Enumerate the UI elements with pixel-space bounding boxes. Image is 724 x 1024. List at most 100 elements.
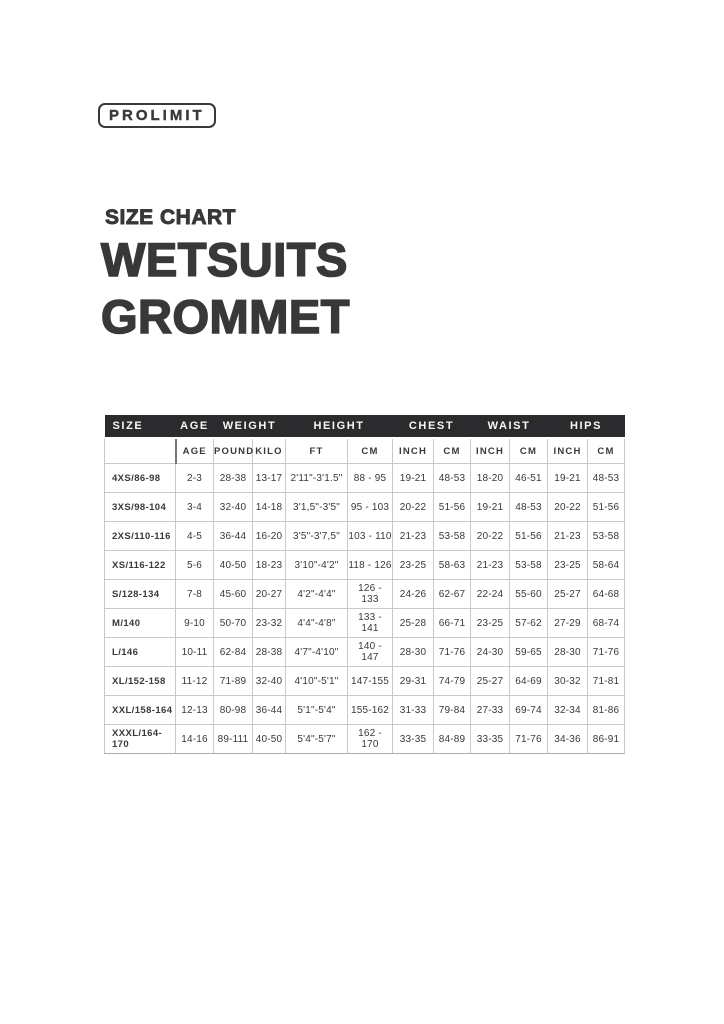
data-cell: 69-74 <box>509 695 549 725</box>
data-cell: 32-34 <box>547 695 589 725</box>
data-cell: 51-56 <box>433 492 472 522</box>
data-cell: 24-26 <box>392 579 435 609</box>
data-cell: 55-60 <box>509 579 549 609</box>
data-cell: 5'4"-5'7" <box>285 724 349 754</box>
data-cell: 71-81 <box>587 666 626 696</box>
sub-header-cm-7: CM <box>433 437 472 464</box>
data-cell: 20-27 <box>251 579 287 609</box>
data-cell: 25-28 <box>392 608 435 638</box>
data-cell: 20-22 <box>547 492 589 522</box>
data-cell: 62-84 <box>213 637 253 667</box>
data-cell: 86-91 <box>587 724 626 754</box>
table-row: 2XS/110-116 4-5 36-44 16-20 3'5"-3'7,5" 103 -… <box>104 521 626 551</box>
data-cell: 19-21 <box>547 463 589 493</box>
sub-header-pound-2: POUND <box>213 437 253 464</box>
data-cell: 12-13 <box>175 695 214 725</box>
data-cell: 18-23 <box>251 550 287 580</box>
data-cell: 57-62 <box>509 608 549 638</box>
sub-header-inch-10: INCH <box>547 437 589 464</box>
data-cell: 23-25 <box>470 608 511 638</box>
data-cell: 2-3 <box>175 463 214 493</box>
data-cell: 140 - 147 <box>347 637 394 667</box>
data-cell: 53-58 <box>587 521 626 551</box>
group-header-hips: HIPS <box>547 415 625 439</box>
data-cell: 48-53 <box>433 463 472 493</box>
data-cell: 84-89 <box>433 724 472 754</box>
data-cell: 19-21 <box>392 463 435 493</box>
data-cell: 30-32 <box>547 666 589 696</box>
size-cell: 3XS/98-104 <box>104 492 176 522</box>
data-cell: 31-33 <box>392 695 435 725</box>
data-cell: 48-53 <box>587 463 626 493</box>
data-cell: 21-23 <box>547 521 589 551</box>
table-row: 4XS/86-98 2-3 28-38 13-17 2'11"-3'1.5" 88 - 9… <box>104 463 626 493</box>
data-cell: 80-98 <box>213 695 253 725</box>
data-cell: 71-76 <box>509 724 549 754</box>
size-cell: XXL/158-164 <box>104 695 176 725</box>
data-cell: 22-24 <box>470 579 511 609</box>
data-cell: 133 - 141 <box>347 608 394 638</box>
data-cell: 28-38 <box>251 637 287 667</box>
sub-header-cm-5: CM <box>347 437 394 464</box>
title-line-grommet: GROMMET <box>100 289 350 344</box>
data-cell: 33-35 <box>470 724 511 754</box>
data-cell: 34-36 <box>547 724 589 754</box>
group-header-waist: WAIST <box>470 415 548 439</box>
data-cell: 50-70 <box>213 608 253 638</box>
sub-header-ft-4: FT <box>285 437 349 464</box>
data-cell: 53-58 <box>433 521 472 551</box>
size-cell: S/128-134 <box>104 579 176 609</box>
data-cell: 74-79 <box>433 666 472 696</box>
data-cell: 10-11 <box>175 637 214 667</box>
data-cell: 21-23 <box>470 550 511 580</box>
data-cell: 89-111 <box>213 724 253 754</box>
sub-header-row: AGE POUND KILO FT CM INCH CM INCH CM INCH CM <box>104 437 626 464</box>
data-cell: 21-23 <box>392 521 435 551</box>
data-cell: 32-40 <box>213 492 253 522</box>
table-row: L/146 10-11 62-84 28-38 4'7"-4'10" 140 - 147 2… <box>104 637 626 667</box>
table-body: 4XS/86-98 2-3 28-38 13-17 2'11"-3'1.5" 88 - 9… <box>104 463 626 754</box>
data-cell: 162 - 170 <box>347 724 394 754</box>
sub-header-empty <box>104 437 176 464</box>
data-cell: 29-31 <box>392 666 435 696</box>
data-cell: 118 - 126 <box>347 550 394 580</box>
data-cell: 79-84 <box>433 695 472 725</box>
data-cell: 9-10 <box>175 608 214 638</box>
table-row: XXXL/164-170 14-16 89-111 40-50 5'4"-5'7" 162… <box>104 724 626 754</box>
data-cell: 3'1,5"-3'5" <box>285 492 349 522</box>
data-cell: 28-30 <box>547 637 589 667</box>
data-cell: 20-22 <box>392 492 435 522</box>
data-cell: 27-29 <box>547 608 589 638</box>
data-cell: 23-32 <box>251 608 287 638</box>
data-cell: 24-30 <box>470 637 511 667</box>
data-cell: 16-20 <box>251 521 287 551</box>
group-header-height: HEIGHT <box>285 415 393 439</box>
group-header-chest: CHEST <box>392 415 471 439</box>
data-cell: 4'10"-5'1" <box>285 666 349 696</box>
data-cell: 13-17 <box>251 463 287 493</box>
sub-header-inch-8: INCH <box>470 437 511 464</box>
data-cell: 7-8 <box>175 579 214 609</box>
size-cell: XXXL/164-170 <box>104 724 176 754</box>
data-cell: 4-5 <box>175 521 214 551</box>
data-cell: 20-22 <box>470 521 511 551</box>
data-cell: 5'1"-5'4" <box>285 695 349 725</box>
data-cell: 68-74 <box>587 608 626 638</box>
data-cell: 59-65 <box>509 637 549 667</box>
size-table: SIZE AGE WEIGHT HEIGHT CHEST WAIST HIPS AGE POU… <box>104 415 626 754</box>
data-cell: 27-33 <box>470 695 511 725</box>
data-cell: 23-25 <box>392 550 435 580</box>
data-cell: 36-44 <box>213 521 253 551</box>
size-cell: XS/116-122 <box>104 550 176 580</box>
data-cell: 103 - 110 <box>347 521 394 551</box>
data-cell: 40-50 <box>213 550 253 580</box>
data-cell: 4'4"-4'8" <box>285 608 349 638</box>
data-cell: 71-76 <box>433 637 472 667</box>
group-header-size: SIZE <box>104 415 176 439</box>
data-cell: 18-20 <box>470 463 511 493</box>
data-cell: 88 - 95 <box>347 463 394 493</box>
data-cell: 28-30 <box>392 637 435 667</box>
size-cell: L/146 <box>104 637 176 667</box>
sub-header-cm-11: CM <box>587 437 626 464</box>
size-cell: 4XS/86-98 <box>104 463 176 493</box>
